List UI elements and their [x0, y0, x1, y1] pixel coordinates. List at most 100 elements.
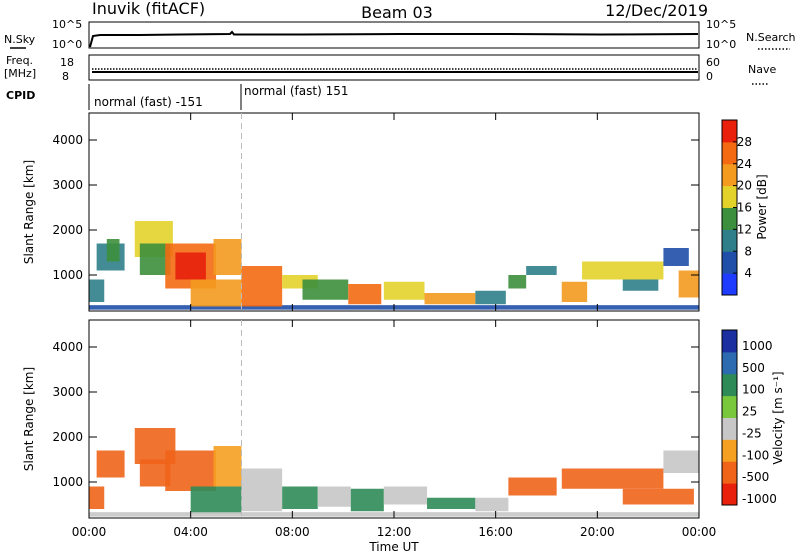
nave-tick-top: 60 [706, 56, 720, 69]
x-tick-label: 20:00 [580, 525, 615, 539]
cpid-panel: CPID normal (fast) -151 normal (fast) 15… [6, 84, 348, 110]
power-cell-18 [526, 266, 557, 275]
freq-frame [88, 54, 700, 81]
power-colorbar-label: Power [dB] [755, 174, 769, 239]
velocity-cell-1 [96, 450, 125, 478]
power-cell-2 [106, 239, 120, 262]
power-cell-7 [175, 252, 206, 280]
velocity-colorbar-tick-label: -100 [742, 448, 769, 462]
power-colorbar-segment [722, 251, 737, 274]
power-cell-15 [424, 293, 476, 305]
velocity-colorbar-tick-label: -500 [742, 470, 769, 484]
station-title: Inuvik (fitACF) [92, 0, 205, 18]
power-x-ticks [88, 113, 700, 311]
nsky-frame [88, 21, 700, 49]
nave-tick-bottom: 0 [706, 70, 713, 83]
power-y-label: Slant Range [km] [22, 160, 36, 264]
x-axis-label: Time UT [368, 540, 419, 554]
power-colorbar-segment [722, 141, 737, 165]
nsearch-tick-top: 10^5 [706, 18, 736, 31]
nave-label: Nave [748, 63, 776, 76]
freq-tick-top: 18 [60, 56, 74, 69]
velocity-colorbar-frame [721, 329, 738, 506]
velocity-colorbar-segment [722, 351, 737, 375]
power-colorbar-segment [722, 273, 737, 296]
freq-unit-label: [MHz] [4, 67, 36, 80]
velocity-colorbar-segment [722, 439, 737, 462]
power-colorbar-tick-label: 12 [737, 222, 752, 236]
velocity-y-ticks: 1000 2000 3000 4000 [52, 340, 699, 489]
velocity-cells [89, 428, 699, 517]
power-cell-16 [475, 290, 506, 305]
velocity-colorbar-tick-label: -25 [742, 426, 762, 440]
velocity-x-ticks: 00:00 04:00 08:00 12:00 16:00 20:00 00:00 [72, 320, 717, 539]
velocity-y-label: Slant Range [km] [22, 367, 36, 471]
power-colorbar-segment [722, 229, 737, 252]
power-cell-20 [582, 261, 664, 280]
power-colorbar-tick-label: 28 [737, 135, 752, 149]
velocity-cell-12 [427, 497, 476, 509]
velocity-colorbar-tick-label: 25 [742, 405, 757, 419]
power-colorbar-tick-label: 4 [744, 266, 752, 280]
power-cell-14 [383, 281, 425, 300]
x-tick-label: 08:00 [275, 525, 310, 539]
power-colorbar-segment [722, 163, 737, 187]
velocity-cell-16 [622, 488, 694, 505]
x-tick-label: 00:00 [682, 525, 717, 539]
power-panel: 1000 2000 3000 4000 Slant Range [km] 4 8 12 16… [22, 112, 769, 312]
power-colorbar: 4 8 12 16 20 24 28 [721, 119, 752, 296]
power-colorbar-segment [722, 207, 737, 230]
velocity-colorbar-tick-label: 100 [742, 383, 765, 397]
nsky-tick-bottom: 10^0 [52, 38, 82, 51]
y-tick-label: 1000 [52, 475, 83, 489]
power-colorbar-tick-label: 24 [737, 157, 752, 171]
power-cells [89, 221, 699, 310]
cpid-label: CPID [6, 89, 35, 102]
power-colorbar-segment [722, 120, 737, 143]
nsearch-tick-bottom: 10^0 [706, 38, 736, 51]
velocity-cell-6 [190, 486, 242, 514]
power-cell-22 [663, 248, 689, 266]
power-cell-10 [241, 266, 283, 307]
velocity-colorbar-segment [722, 330, 737, 353]
x-tick-label: 00:00 [72, 525, 107, 539]
power-colorbar-tick-label: 16 [737, 201, 752, 215]
nsky-panel: N.Sky 10^5 10^0 10^5 10^0 N.Search [4, 18, 796, 51]
power-cell-21 [622, 279, 659, 291]
y-tick-label: 3000 [52, 385, 83, 399]
beam-title: Beam 03 [361, 3, 433, 22]
power-colorbar-tick-label: 20 [737, 179, 752, 193]
power-cell-13 [348, 284, 382, 305]
velocity-colorbar-segment [722, 483, 737, 506]
power-colorbar-segment [722, 185, 737, 208]
velocity-cell-7 [241, 468, 283, 512]
power-cell-12 [302, 279, 349, 300]
cpid-segment-1: normal (fast) -151 [94, 95, 203, 109]
velocity-colorbar-label: Velocity [m s⁻¹] [771, 371, 785, 464]
velocity-cell-4 [165, 450, 217, 491]
x-tick-label: 04:00 [173, 525, 208, 539]
power-cell-19 [561, 281, 588, 302]
velocity-cell-0 [89, 486, 105, 509]
velocity-panel: 1000 2000 3000 4000 00:00 04:00 08:00 12:00 16:… [22, 319, 785, 539]
y-tick-label: 2000 [52, 430, 83, 444]
date-title: 12/Dec/2019 [605, 1, 708, 20]
nsearch-label: N.Search [746, 31, 796, 44]
y-tick-label: 1000 [52, 268, 83, 282]
velocity-cell-5 [213, 446, 242, 487]
y-tick-label: 3000 [52, 178, 83, 192]
y-tick-label: 4000 [52, 133, 83, 147]
nsky-trace [89, 30, 699, 48]
power-cell-0 [89, 279, 105, 302]
velocity-cell-17 [663, 450, 699, 473]
nsky-label: N.Sky [4, 33, 36, 46]
power-cell-17 [508, 275, 527, 289]
velocity-colorbar-segment [722, 417, 737, 440]
y-tick-label: 4000 [52, 340, 83, 354]
velocity-colorbar-segment [722, 373, 737, 397]
freq-panel: Freq. [MHz] 18 8 60 0 Nave [4, 54, 776, 85]
power-cell-23 [678, 270, 699, 298]
freq-tick-bottom: 8 [62, 70, 69, 83]
